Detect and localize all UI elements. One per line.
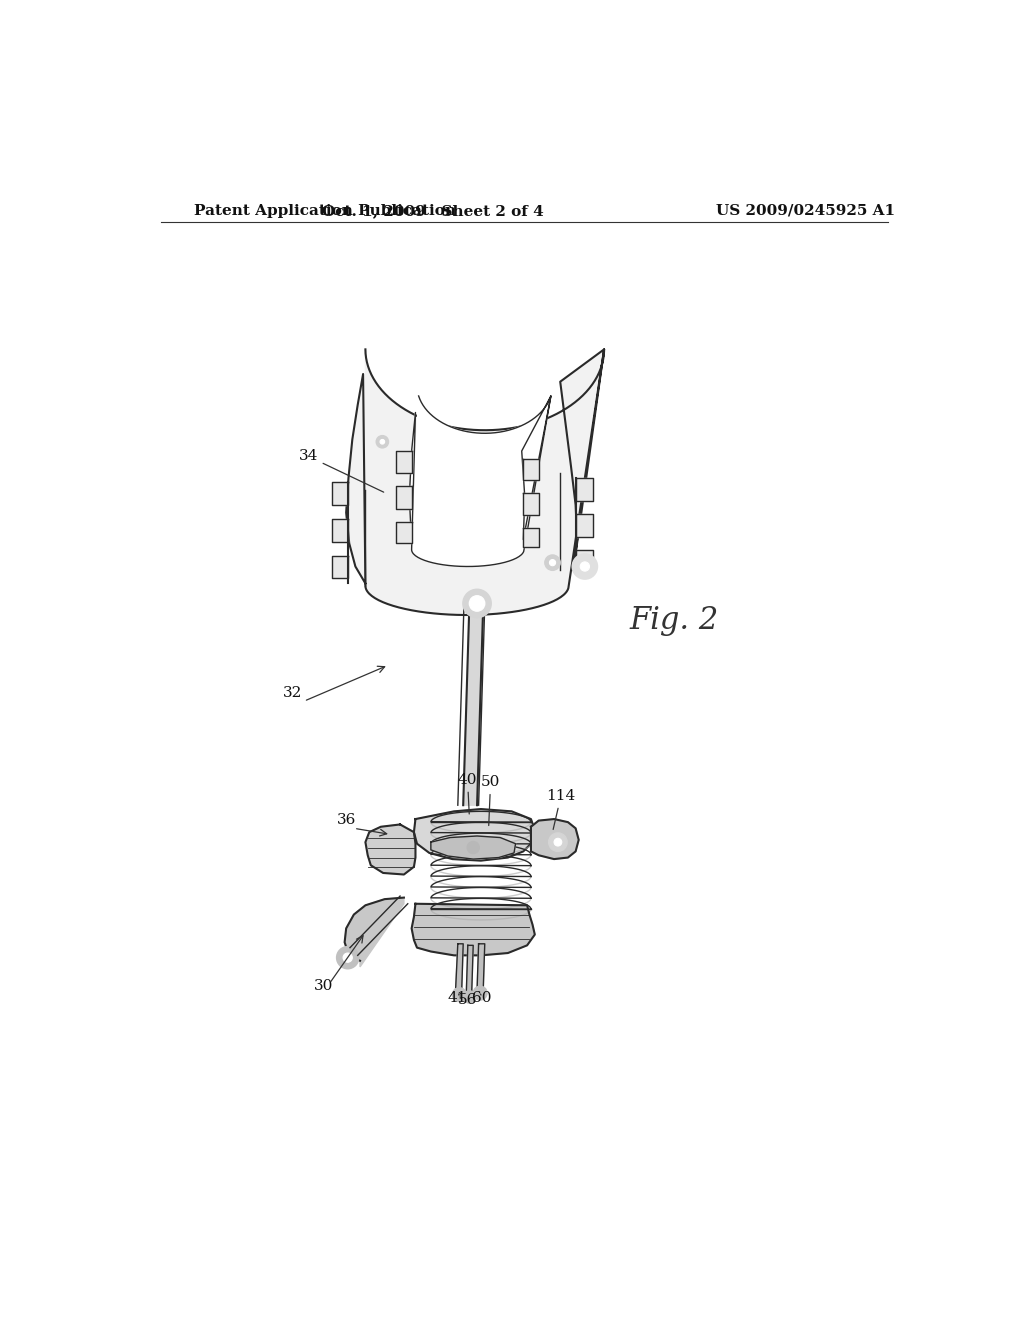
Polygon shape bbox=[333, 556, 348, 578]
Circle shape bbox=[337, 946, 358, 969]
Polygon shape bbox=[345, 898, 403, 966]
Text: US 2009/0245925 A1: US 2009/0245925 A1 bbox=[716, 203, 895, 218]
Polygon shape bbox=[396, 451, 412, 473]
Polygon shape bbox=[412, 904, 535, 956]
Polygon shape bbox=[463, 605, 483, 805]
Polygon shape bbox=[477, 944, 484, 990]
Polygon shape bbox=[523, 528, 539, 548]
Polygon shape bbox=[531, 818, 579, 859]
Text: 114: 114 bbox=[547, 789, 575, 829]
Circle shape bbox=[463, 991, 475, 1003]
Circle shape bbox=[549, 833, 567, 851]
Circle shape bbox=[380, 440, 385, 444]
Circle shape bbox=[467, 841, 479, 854]
Polygon shape bbox=[414, 809, 535, 861]
Text: 56: 56 bbox=[458, 993, 477, 1007]
Circle shape bbox=[453, 987, 466, 1002]
Polygon shape bbox=[575, 478, 593, 502]
Circle shape bbox=[463, 590, 490, 618]
Text: 36: 36 bbox=[337, 813, 356, 828]
Text: 50: 50 bbox=[481, 775, 501, 825]
Circle shape bbox=[473, 986, 487, 1001]
Circle shape bbox=[554, 838, 562, 846]
Polygon shape bbox=[366, 825, 416, 874]
Polygon shape bbox=[523, 459, 539, 480]
Circle shape bbox=[343, 953, 352, 962]
Circle shape bbox=[376, 436, 388, 447]
Text: Oct. 1, 2009   Sheet 2 of 4: Oct. 1, 2009 Sheet 2 of 4 bbox=[322, 203, 544, 218]
Text: 60: 60 bbox=[472, 990, 492, 1005]
Polygon shape bbox=[431, 836, 515, 859]
Polygon shape bbox=[346, 350, 604, 615]
Circle shape bbox=[469, 595, 484, 611]
Polygon shape bbox=[456, 944, 463, 991]
Text: 40: 40 bbox=[458, 772, 477, 814]
Text: Patent Application Publication: Patent Application Publication bbox=[195, 203, 457, 218]
Polygon shape bbox=[575, 515, 593, 537]
Polygon shape bbox=[523, 494, 539, 515]
Text: 30: 30 bbox=[313, 979, 333, 993]
Polygon shape bbox=[396, 521, 412, 544]
Polygon shape bbox=[333, 482, 348, 506]
Circle shape bbox=[550, 560, 556, 566]
Circle shape bbox=[581, 562, 590, 572]
Text: 32: 32 bbox=[283, 686, 302, 701]
Text: Fig. 2: Fig. 2 bbox=[630, 605, 719, 636]
Polygon shape bbox=[410, 396, 551, 566]
Text: 41: 41 bbox=[447, 990, 467, 1005]
Polygon shape bbox=[466, 945, 473, 994]
Circle shape bbox=[545, 554, 560, 570]
Text: 34: 34 bbox=[298, 449, 384, 492]
Polygon shape bbox=[333, 519, 348, 543]
Polygon shape bbox=[396, 486, 412, 508]
Circle shape bbox=[572, 554, 597, 578]
Polygon shape bbox=[575, 549, 593, 570]
